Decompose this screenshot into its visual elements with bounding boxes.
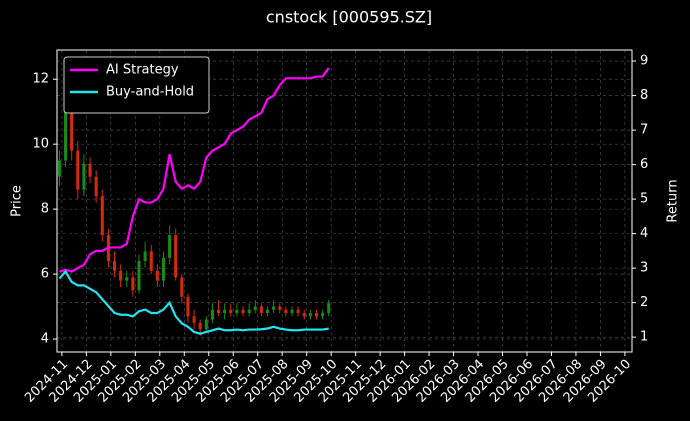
candle-body (210, 309, 214, 320)
candle-body (149, 251, 153, 271)
chart-title: cnstock [000595.SZ] (266, 8, 432, 27)
y2-tick-label: 7 (640, 123, 648, 138)
plot-frame (56, 49, 633, 353)
candle-body (235, 309, 239, 314)
candle-body (241, 309, 245, 314)
candle-body (290, 309, 294, 314)
candle-body (284, 309, 288, 314)
legend-label: AI Strategy (106, 63, 179, 78)
y2-tick-label: 8 (640, 88, 648, 103)
return-line (58, 269, 329, 335)
candle-body (155, 270, 159, 281)
y-tick-label: 4 (41, 332, 49, 347)
candle-body (198, 322, 202, 330)
candle-body (321, 313, 325, 317)
candle-body (82, 163, 86, 190)
candle-body (192, 316, 196, 323)
candle-body (314, 313, 319, 317)
candle-body (100, 196, 104, 236)
candle-body (76, 150, 80, 190)
candle-body (161, 257, 166, 281)
candle-body (112, 261, 117, 271)
candle-body (278, 306, 282, 310)
y2-tick-label: 4 (640, 226, 648, 241)
candle-body (272, 306, 276, 310)
candle-body (186, 296, 190, 317)
y2-tick-label: 9 (640, 54, 648, 69)
y-tick-label: 6 (41, 267, 49, 282)
candle-body (64, 95, 68, 161)
candle-body (94, 176, 98, 197)
y2-tick-label: 6 (640, 157, 648, 172)
candle-body (131, 277, 135, 291)
y2-tick-label: 3 (640, 261, 648, 276)
candle-body (57, 160, 61, 177)
candle-body (137, 261, 141, 291)
y-tick-label: 12 (32, 72, 49, 87)
candle-body (327, 303, 331, 314)
candle-body (259, 306, 263, 314)
y-axis-label: Price (10, 185, 25, 217)
legend-label: Buy-and-Hold (106, 85, 194, 100)
candle-body (302, 313, 306, 317)
candle-body (204, 319, 208, 330)
candle-body (223, 309, 227, 314)
candle-body (180, 277, 184, 297)
legend: AI Strategy Buy-and-Hold (63, 56, 210, 114)
candle-body (70, 95, 74, 151)
candle-body (217, 309, 221, 314)
candle-body (265, 309, 270, 314)
candle-body (125, 277, 129, 281)
legend-box (63, 56, 210, 114)
candle-body (119, 270, 123, 281)
y-tick-label: 8 (41, 202, 49, 217)
y2-tick-label: 1 (640, 330, 648, 345)
candle-body (253, 306, 257, 310)
return-line (59, 67, 330, 273)
y2-tick-label: 2 (640, 295, 648, 310)
candle-body (88, 163, 92, 177)
candle-body (143, 251, 147, 262)
candle-body (296, 309, 300, 314)
candle-body (308, 313, 312, 317)
candle-body (168, 235, 172, 258)
candle-body (247, 309, 251, 314)
candle-body (229, 309, 233, 314)
y2-axis-label: Return (666, 179, 681, 222)
y2-tick-label: 5 (640, 192, 648, 207)
y-tick-label: 10 (32, 137, 49, 152)
candle-body (174, 235, 178, 278)
